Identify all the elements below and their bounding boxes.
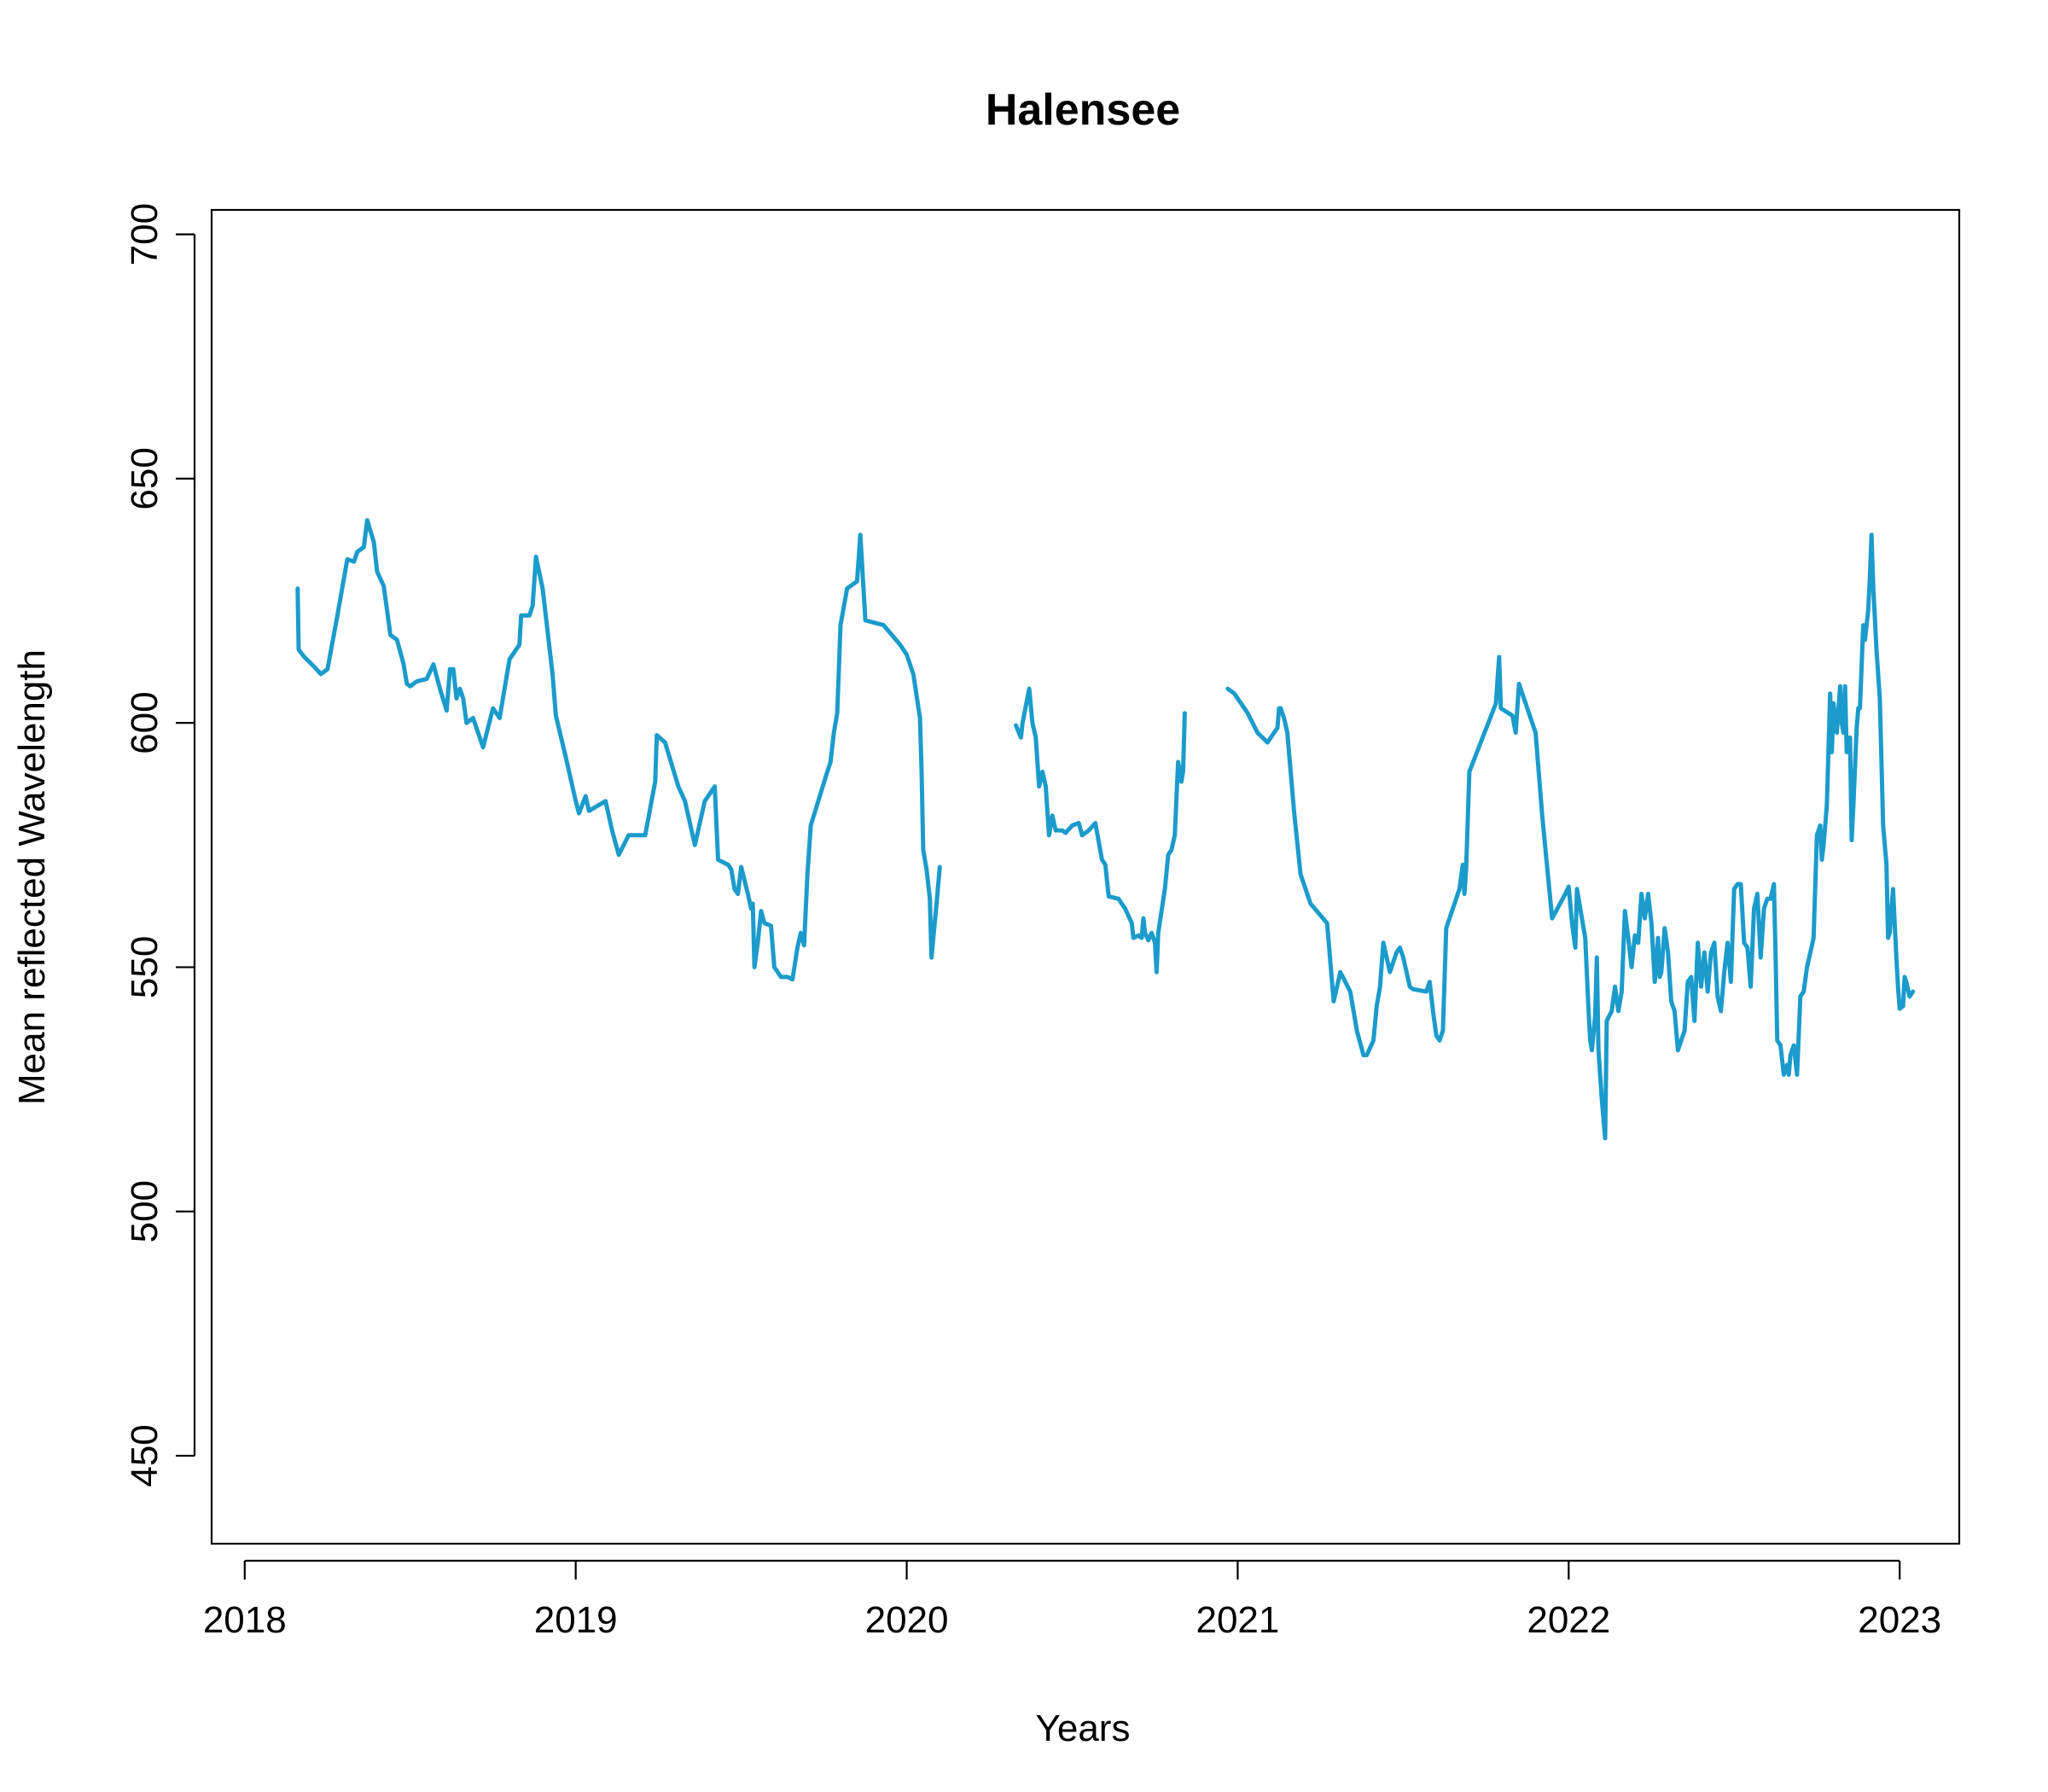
series-line-segment-3 <box>1225 532 1916 1141</box>
x-tick-label: 2023 <box>1858 1599 1941 1641</box>
x-tick-label: 2022 <box>1527 1599 1610 1641</box>
y-tick-label: 550 <box>124 936 166 998</box>
x-tick-label: 2021 <box>1196 1599 1279 1641</box>
y-tick-label: 600 <box>124 691 166 753</box>
x-axis: 2018 2019 2020 2021 2022 2023 <box>203 1559 1941 1641</box>
x-axis-label: Years <box>1036 1708 1131 1749</box>
y-tick-label: 500 <box>124 1180 166 1242</box>
y-tick-label: 650 <box>124 447 166 509</box>
x-tick-label: 2018 <box>203 1599 287 1641</box>
y-tick-label: 450 <box>124 1424 166 1487</box>
plot-area <box>210 208 1961 1545</box>
series-line-segment-1 <box>295 518 942 982</box>
x-tick-label: 2020 <box>865 1599 949 1641</box>
chart-title: Halensee <box>986 85 1180 135</box>
x-tick-label: 2019 <box>534 1599 618 1641</box>
y-axis: 450 500 550 600 650 700 <box>124 203 196 1487</box>
y-tick-label: 700 <box>124 203 166 265</box>
y-axis-label: Mean reflected Wavelength <box>11 649 53 1105</box>
series-line-segment-2 <box>1014 686 1187 975</box>
series-group <box>295 518 1916 1141</box>
